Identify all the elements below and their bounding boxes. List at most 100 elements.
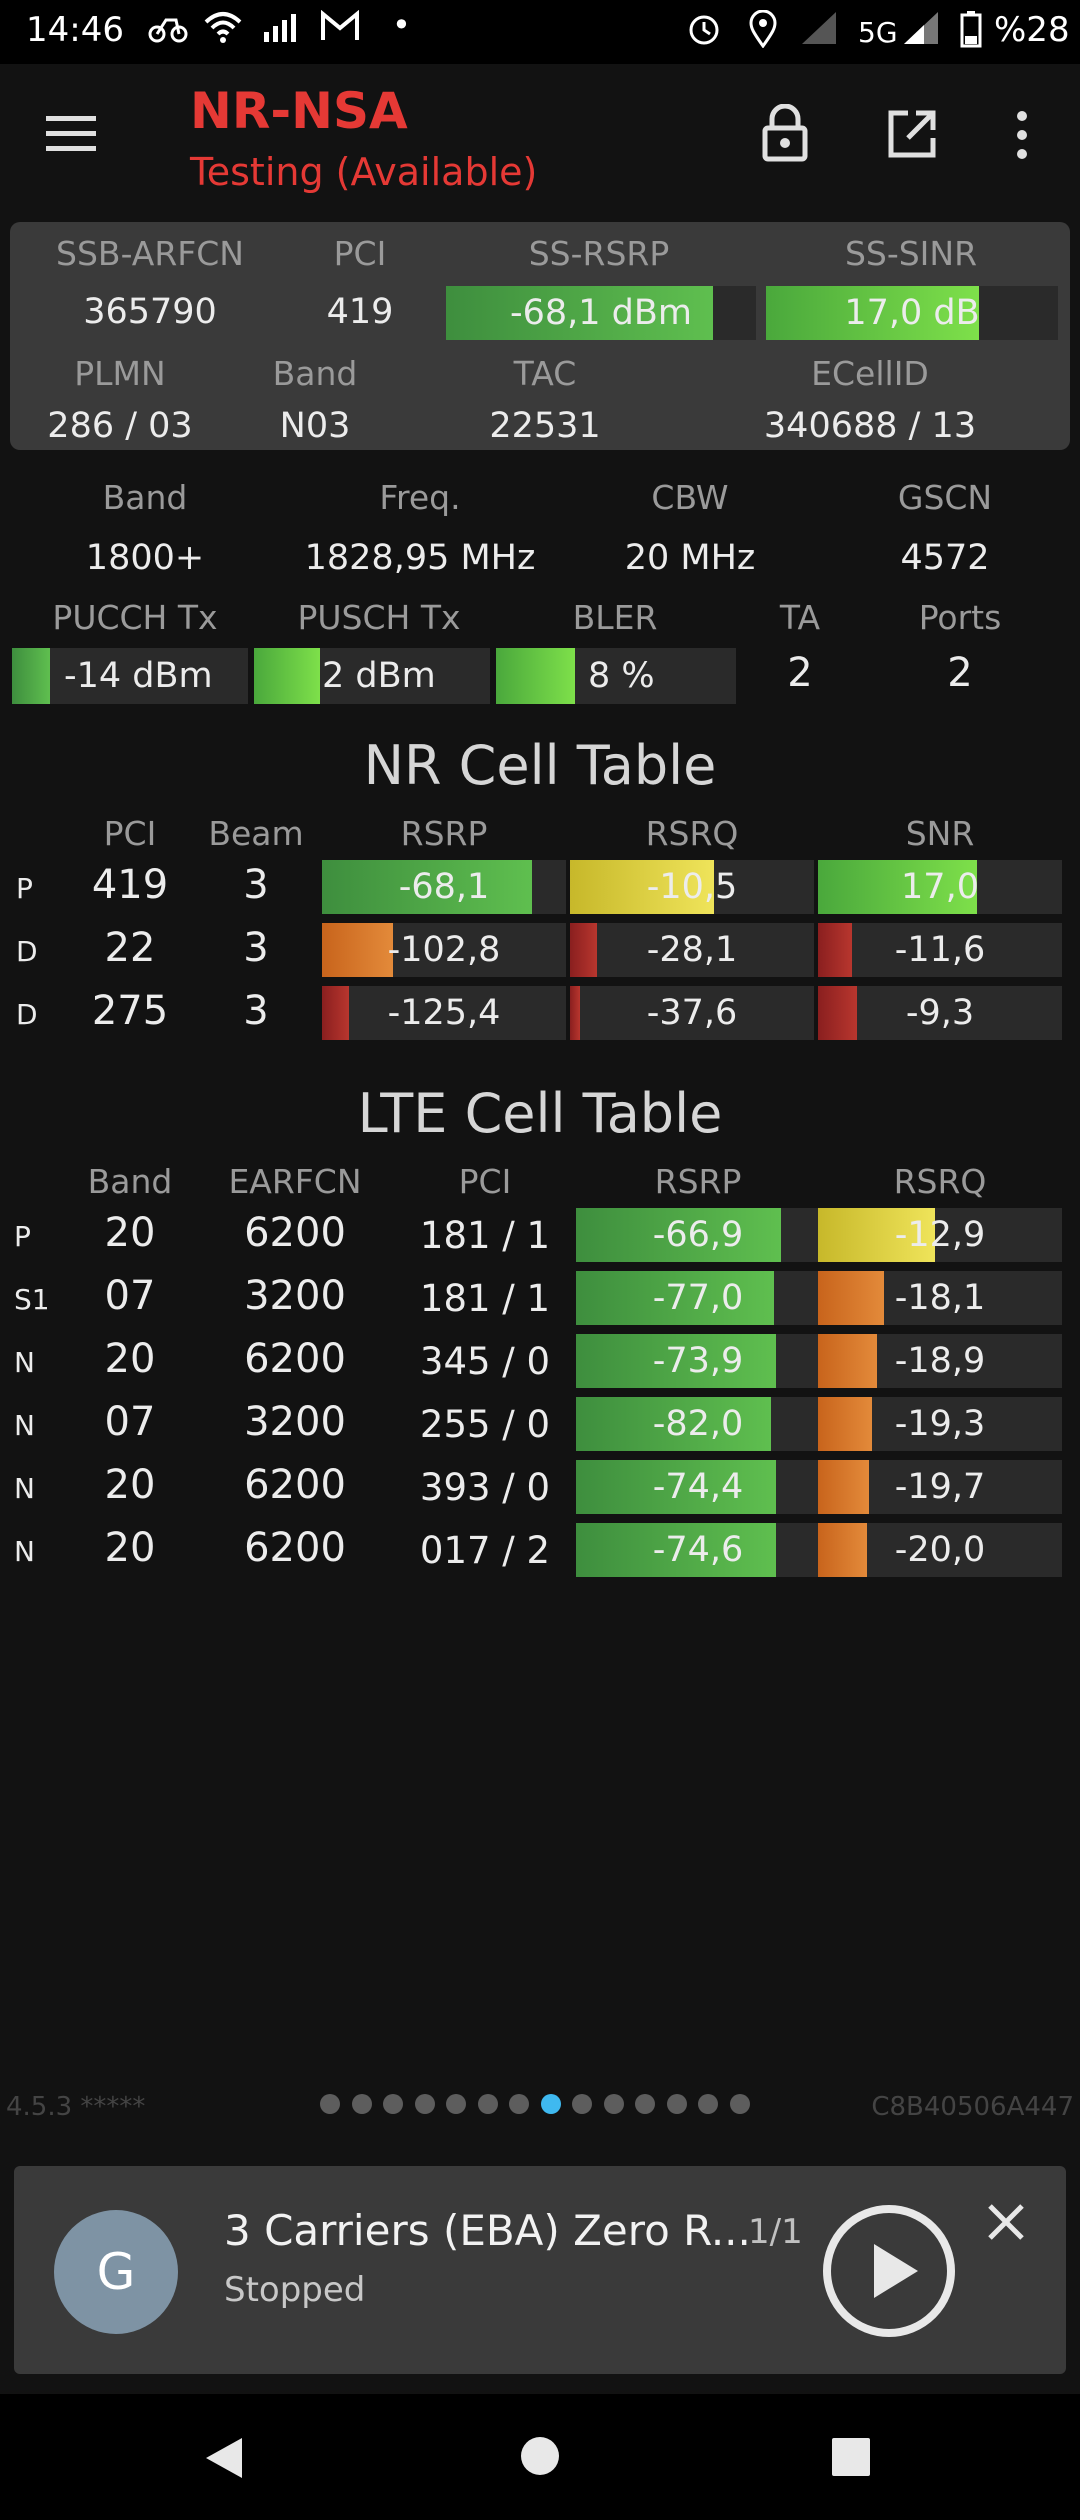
lte-header-pci: PCI — [458, 1162, 512, 1201]
nr-row-snr-bar-value: -9,3 — [905, 993, 975, 1033]
close-icon[interactable] — [986, 2202, 1026, 2246]
page-dot[interactable] — [729, 2094, 750, 2114]
page-dot[interactable] — [540, 2094, 561, 2114]
header-cbw: CBW — [651, 478, 729, 517]
lte-row-band: 07 — [104, 1399, 156, 1445]
lte-row-rsrp-bar-fill — [576, 1460, 776, 1514]
header-bler: BLER — [572, 598, 658, 637]
header-pucch: PUCCH Tx — [52, 598, 218, 637]
nr-row-pci: 22 — [104, 925, 156, 971]
nr-row-rsrq-bar-value: -10,5 — [646, 867, 738, 907]
lte-row-earfcn: 6200 — [244, 1525, 346, 1571]
lte-row-tag: N — [14, 1472, 35, 1505]
page-dot[interactable] — [383, 2094, 403, 2114]
lte-row-band: 20 — [104, 1210, 156, 1256]
lte-row-rsrp-bar-value: -74,6 — [652, 1530, 744, 1570]
cbw-value: 20 MHz — [624, 538, 756, 578]
page-dot[interactable] — [414, 2094, 435, 2114]
lte-row-earfcn: 6200 — [244, 1336, 346, 1382]
lte-row-rsrp-bar-value: -66,9 — [652, 1215, 744, 1255]
lte-row-rsrq-bar-fill — [818, 1334, 877, 1388]
lte-header-earfcn: EARFCN — [228, 1162, 362, 1201]
header-ta: TA — [779, 598, 821, 637]
player-status: Stopped — [224, 2270, 366, 2310]
header-ports: Ports — [918, 598, 1002, 637]
lte-row-tag: S1 — [14, 1283, 50, 1316]
lte-row-rsrp-bar-fill — [576, 1523, 776, 1577]
navigation-bar — [0, 2394, 1080, 2520]
lte-row-rsrq-bar: -12,9 — [818, 1208, 1062, 1262]
nr-row-rsrp-bar-value: -68,1 — [398, 867, 490, 907]
page-dot[interactable] — [477, 2094, 498, 2114]
wifi-icon — [204, 10, 242, 52]
open-external-icon[interactable] — [886, 108, 938, 164]
page-dot[interactable] — [509, 2094, 529, 2114]
page-dot[interactable] — [446, 2094, 466, 2114]
ss-rsrp-value: -68,1 dBm — [509, 293, 692, 333]
status-bar: 14:46 • 5G %28 — [0, 0, 1080, 64]
lte-row-rsrq-bar-fill — [818, 1271, 884, 1325]
lte-row-pci: 181 / 1 — [419, 1277, 551, 1320]
lte-row-rsrq-bar-value: -19,7 — [894, 1467, 986, 1507]
ss-rsrp-bar: -68,1 dBm — [446, 286, 756, 340]
play-icon[interactable] — [822, 2204, 956, 2342]
recents-icon[interactable] — [832, 2438, 870, 2480]
player-counter: 1/1 — [748, 2212, 803, 2252]
page-dot[interactable] — [635, 2094, 655, 2114]
page-dot[interactable] — [351, 2094, 372, 2114]
nr-row-snr-bar-fill — [818, 986, 857, 1040]
page-dot[interactable] — [666, 2094, 687, 2114]
more-vert-icon[interactable] — [1012, 108, 1032, 166]
ta-value: 2 — [787, 650, 813, 696]
lte-row-rsrq-bar: -18,9 — [818, 1334, 1062, 1388]
nr-row-snr-bar-value: -11,6 — [894, 930, 986, 970]
lte-row-rsrq-bar: -19,3 — [818, 1397, 1062, 1451]
pusch-bar: 2 dBm — [254, 648, 490, 704]
device-id: C8B40506A447 — [871, 2092, 1074, 2122]
lte-row-band: 07 — [104, 1273, 156, 1319]
lte-row-tag: N — [14, 1346, 35, 1379]
signal-bars-icon — [800, 10, 840, 54]
gmail-icon — [320, 9, 360, 50]
tac-value: 22531 — [489, 406, 601, 446]
status-time: 14:46 — [26, 10, 124, 50]
nr-row-rsrq-bar-value: -28,1 — [646, 930, 738, 970]
test-player-card[interactable]: G 3 Carriers (EBA) Zero R... 1/1 Stopped — [14, 2166, 1066, 2374]
lte-row-rsrp-bar-fill — [576, 1397, 771, 1451]
nr-row-snr-bar: 17,0 — [818, 860, 1062, 914]
ss-sinr-bar: 17,0 dB — [766, 286, 1058, 340]
app-version: 4.5.3 ***** — [6, 2092, 146, 2122]
gscn-value: 4572 — [900, 538, 990, 578]
lte-row-rsrp-bar: -74,4 — [576, 1460, 820, 1514]
battery-icon — [960, 10, 982, 56]
lte-row-rsrq-bar-fill — [818, 1397, 872, 1451]
back-icon[interactable] — [204, 2436, 244, 2484]
nr-row-rsrq-bar-fill — [570, 986, 580, 1040]
pucch-value: -14 dBm — [64, 656, 213, 696]
nr-row-tag: D — [16, 998, 38, 1031]
page-dot[interactable] — [698, 2094, 718, 2114]
lte-row-rsrp-bar-value: -77,0 — [652, 1278, 744, 1318]
lte-row-rsrp-bar-fill — [576, 1271, 774, 1325]
header-band: Band — [272, 354, 358, 393]
menu-icon[interactable] — [44, 112, 98, 158]
lte-row-earfcn: 6200 — [244, 1210, 346, 1256]
page-dot[interactable] — [320, 2094, 340, 2114]
lte-row-tag: N — [14, 1535, 35, 1568]
nr-header-rsrp: RSRP — [400, 814, 488, 853]
lte-row-pci: 345 / 0 — [419, 1340, 551, 1383]
bler-value: 8 % — [588, 656, 655, 696]
home-icon[interactable] — [520, 2436, 560, 2480]
lte-header-rsrq: RSRQ — [893, 1162, 987, 1201]
lte-row-rsrq-bar-fill — [818, 1208, 935, 1262]
nr-row-rsrq-bar-fill — [570, 923, 597, 977]
nr-header-snr: SNR — [905, 814, 975, 853]
nr-row-rsrp-bar: -102,8 — [322, 923, 566, 977]
app-title: NR-NSA — [190, 82, 408, 140]
page-dot[interactable] — [603, 2094, 624, 2114]
lte-row-tag: N — [14, 1409, 35, 1442]
nr-row-rsrp-bar: -68,1 — [322, 860, 566, 914]
nr-row-snr-bar-fill — [818, 923, 852, 977]
page-dot[interactable] — [572, 2094, 592, 2114]
lock-icon[interactable] — [762, 103, 808, 166]
